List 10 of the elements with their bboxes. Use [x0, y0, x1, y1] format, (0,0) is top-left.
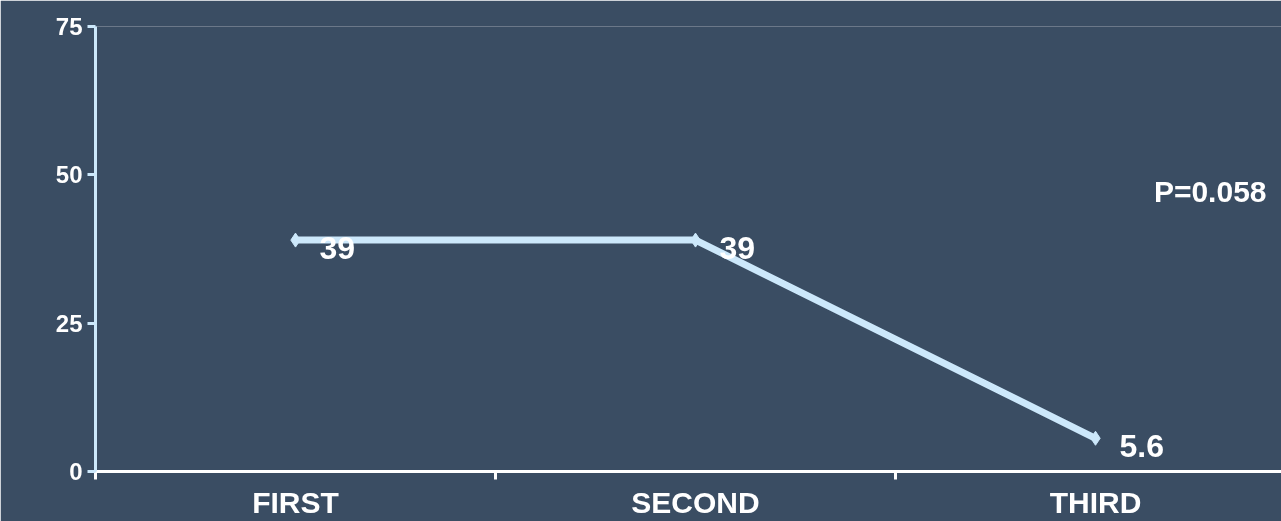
annotation: P=0.058 [1153, 174, 1267, 208]
data-label: 39 [719, 230, 756, 267]
y-tick-label: 50 [55, 161, 83, 189]
x-tick-label: SECOND [631, 485, 760, 519]
data-label: 5.6 [1119, 428, 1164, 465]
x-tick-label: FIRST [252, 485, 339, 519]
x-tick-label: THIRD [1049, 485, 1142, 519]
y-tick-label: 75 [55, 13, 83, 40]
y-tick-label: 25 [55, 309, 83, 337]
y-tick-label: 0 [69, 458, 83, 485]
